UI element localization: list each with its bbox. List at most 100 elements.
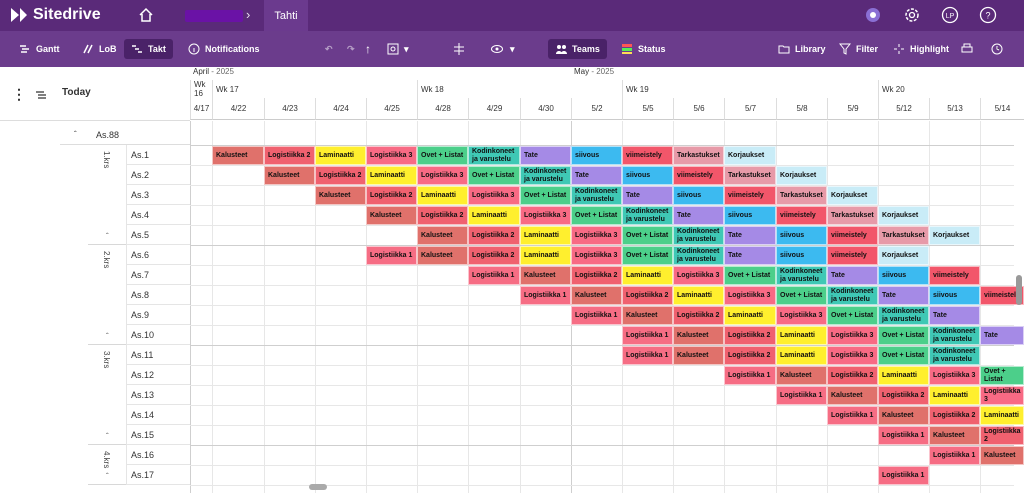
task-cell[interactable]: Logistiikka 1 — [878, 466, 929, 485]
gantt-button[interactable]: Gantt — [12, 39, 67, 59]
view-dropdown[interactable]: ▾ — [482, 39, 522, 59]
task-cell[interactable]: Logistiikka 2 — [468, 226, 520, 245]
task-cell[interactable]: Laminaatti — [520, 246, 571, 265]
print-icon[interactable] — [954, 39, 980, 59]
row-label[interactable]: As.4 — [126, 205, 190, 225]
task-cell[interactable]: Kalusteet — [520, 266, 571, 285]
task-cell[interactable]: Logistiikka 1 — [520, 286, 571, 305]
horizontal-scrollbar[interactable] — [309, 484, 327, 490]
task-cell[interactable]: Logistiikka 2 — [417, 206, 468, 225]
task-cell[interactable]: Laminaatti — [366, 166, 417, 185]
task-cell[interactable]: Tate — [929, 306, 980, 325]
task-cell[interactable]: viimeistely — [827, 226, 878, 245]
task-cell[interactable]: Korjaukset — [827, 186, 878, 205]
task-cell[interactable]: Korjaukset — [878, 206, 929, 225]
support-icon[interactable] — [864, 6, 882, 24]
task-cell[interactable]: Logistiikka 3 — [929, 366, 980, 385]
task-cell[interactable]: Laminaatti — [468, 206, 520, 225]
task-cell[interactable]: viimeistely — [827, 246, 878, 265]
task-cell[interactable]: Kalusteet — [878, 406, 929, 425]
task-cell[interactable]: Logistiikka 3 — [417, 166, 468, 185]
task-cell[interactable]: Logistiikka 1 — [366, 246, 417, 265]
task-cell[interactable]: siivous — [929, 286, 980, 305]
task-cell[interactable]: Kalusteet — [673, 346, 724, 365]
task-cell[interactable]: Kalusteet — [417, 226, 468, 245]
task-cell[interactable]: Ovet + Listat — [622, 246, 673, 265]
task-cell[interactable]: Ovet + Listat — [878, 326, 929, 345]
task-cell[interactable]: Logistiikka 1 — [468, 266, 520, 285]
task-cell[interactable]: viimeistely — [929, 266, 980, 285]
highlight-button[interactable]: Highlight — [886, 39, 956, 59]
task-cell[interactable]: Logistiikka 2 — [622, 286, 673, 305]
task-cell[interactable]: Ovet + Listat — [622, 226, 673, 245]
lob-button[interactable]: LoB — [75, 39, 124, 59]
task-cell[interactable]: Laminaatti — [878, 366, 929, 385]
task-cell[interactable]: Kalusteet — [827, 386, 878, 405]
task-cell[interactable]: Logistiikka 2 — [264, 146, 315, 165]
row-label[interactable]: As.10 — [126, 325, 190, 345]
task-cell[interactable]: Korjaukset — [878, 246, 929, 265]
task-cell[interactable]: Ovet + Listat — [980, 366, 1024, 385]
task-cell[interactable]: Logistiikka 2 — [673, 306, 724, 325]
task-cell[interactable]: Ovet + Listat — [417, 146, 468, 165]
help-icon[interactable]: ? — [979, 6, 997, 24]
row-label[interactable]: As.8 — [126, 285, 190, 305]
task-cell[interactable]: Tarkastukset — [776, 186, 827, 205]
task-cell[interactable]: Laminaatti — [520, 226, 571, 245]
task-cell[interactable]: Ovet + Listat — [520, 186, 571, 205]
task-cell[interactable]: Tate — [724, 226, 776, 245]
row-label[interactable]: As.6 — [126, 245, 190, 265]
task-cell[interactable]: Kalusteet — [929, 426, 980, 445]
task-cell[interactable]: Logistiikka 3 — [673, 266, 724, 285]
collapse-icon[interactable]: ˆ — [106, 332, 109, 341]
task-cell[interactable]: Logistiikka 1 — [571, 306, 622, 325]
task-cell[interactable]: viimeistely — [776, 206, 827, 225]
task-cell[interactable]: Logistiikka 1 — [622, 326, 673, 345]
row-label[interactable]: As.3 — [126, 185, 190, 205]
status-button[interactable]: Status — [614, 39, 673, 59]
row-label[interactable]: As.2 — [126, 165, 190, 185]
task-cell[interactable]: Kalusteet — [776, 366, 827, 385]
task-cell[interactable]: Kalusteet — [315, 186, 366, 205]
task-cell[interactable]: Kodinkoneet ja varustelu — [776, 266, 827, 285]
task-cell[interactable]: Kodinkoneet ja varustelu — [673, 226, 724, 245]
task-cell[interactable]: Logistiikka 2 — [468, 246, 520, 265]
task-cell[interactable]: Kodinkoneet ja varustelu — [929, 346, 980, 365]
vertical-scrollbar[interactable] — [1016, 275, 1022, 305]
task-cell[interactable]: Logistiikka 2 — [827, 366, 878, 385]
task-cell[interactable]: Kodinkoneet ja varustelu — [929, 326, 980, 345]
task-cell[interactable]: Logistiikka 3 — [724, 286, 776, 305]
row-label[interactable]: As.17 — [126, 465, 190, 485]
row-label[interactable]: As.1 — [126, 145, 190, 165]
more-icon[interactable]: ⋮ — [12, 86, 26, 102]
task-cell[interactable]: Kalusteet — [622, 306, 673, 325]
task-cell[interactable]: Kodinkoneet ja varustelu — [468, 146, 520, 165]
group-label[interactable]: 2.krs ˆ — [88, 245, 126, 345]
task-cell[interactable]: Laminaatti — [776, 326, 827, 345]
task-cell[interactable]: siivous — [673, 186, 724, 205]
group-label[interactable]: 4.krs ˆ — [88, 445, 126, 485]
task-cell[interactable]: Logistiikka 2 — [724, 326, 776, 345]
row-label[interactable]: As.14 — [126, 405, 190, 425]
task-cell[interactable]: Logistiikka 2 — [366, 186, 417, 205]
task-cell[interactable]: Logistiikka 3 — [980, 386, 1024, 405]
collapse-icon[interactable]: ˆ — [106, 432, 109, 441]
arrow-up-icon[interactable]: ↑ — [365, 42, 371, 56]
undo-icon[interactable]: ↶ — [325, 43, 333, 54]
task-cell[interactable]: Logistiikka 2 — [929, 406, 980, 425]
row-label[interactable]: As.9 — [126, 305, 190, 325]
row-label[interactable]: As.16 — [126, 445, 190, 465]
row-label[interactable]: As.11 — [126, 345, 190, 365]
task-cell[interactable]: Laminaatti — [417, 186, 468, 205]
task-cell[interactable]: Ovet + Listat — [571, 206, 622, 225]
task-cell[interactable]: Kodinkoneet ja varustelu — [878, 306, 929, 325]
task-cell[interactable]: Tate — [980, 326, 1024, 345]
takt-button[interactable]: Takt — [124, 39, 173, 59]
task-cell[interactable]: Logistiikka 1 — [776, 386, 827, 405]
task-cell[interactable]: Logistiikka 3 — [827, 346, 878, 365]
task-cell[interactable]: Logistiikka 2 — [315, 166, 366, 185]
task-cell[interactable]: Kalusteet — [264, 166, 315, 185]
task-cell[interactable]: Ovet + Listat — [878, 346, 929, 365]
settings-icon[interactable] — [903, 6, 921, 24]
home-icon[interactable] — [138, 7, 154, 23]
